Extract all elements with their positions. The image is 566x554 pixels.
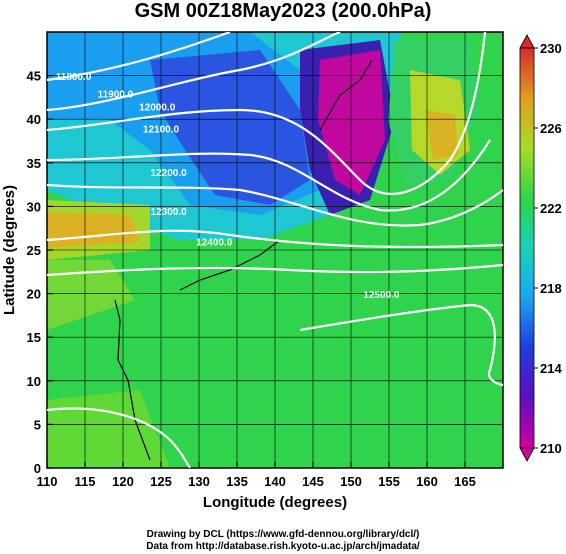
x-tick-label: 140 bbox=[264, 474, 286, 489]
x-tick-label: 110 bbox=[37, 474, 58, 489]
colorbar-max-arrow bbox=[519, 34, 535, 49]
x-axis: 110 115 120 125 130 135 140 145 150 155 160 165 bbox=[37, 462, 476, 489]
contour-label: 12200.0 bbox=[151, 168, 188, 179]
colorbar-label: 214 bbox=[540, 361, 562, 376]
colorbar-label: 210 bbox=[540, 441, 562, 456]
y-tick-label: 15 bbox=[27, 330, 41, 345]
colorbar-label: 218 bbox=[540, 281, 562, 296]
colorbar: 230 226 222 218 214 210 bbox=[519, 34, 562, 462]
coastline bbox=[114, 59, 373, 461]
y-tick-label: 30 bbox=[27, 199, 41, 214]
y-tick-label: 10 bbox=[27, 374, 41, 389]
contour-labels: 11800.0 11900.0 12000.0 12100.0 12200.0 12300… bbox=[56, 72, 400, 301]
x-axis-title: Longitude (degrees) bbox=[203, 494, 347, 511]
y-tick-label: 40 bbox=[27, 112, 41, 127]
contour-label: 12100.0 bbox=[143, 124, 180, 135]
colorbar-min-arrow bbox=[519, 447, 535, 462]
colorbar-scale bbox=[519, 47, 535, 449]
y-tick-label: 5 bbox=[34, 417, 41, 432]
credit-drawing: Drawing by DCL (https://www.gfd-dennou.o… bbox=[146, 529, 420, 540]
y-tick-label: 45 bbox=[27, 69, 41, 84]
contour-label: 12300.0 bbox=[151, 207, 188, 218]
x-tick-label: 135 bbox=[226, 474, 248, 489]
x-tick-label: 120 bbox=[112, 474, 134, 489]
height-contours bbox=[47, 32, 503, 468]
x-tick-label: 150 bbox=[340, 474, 362, 489]
y-tick-label: 0 bbox=[34, 461, 41, 476]
y-axis-title: Latitude (degrees) bbox=[1, 185, 18, 315]
colorbar-label: 226 bbox=[540, 121, 562, 136]
contour-label: 12400.0 bbox=[196, 238, 233, 249]
contour-label: 11900.0 bbox=[98, 89, 134, 100]
x-tick-label: 155 bbox=[378, 474, 400, 489]
map-title: GSM 00Z18May2023 (200.0hPa) bbox=[134, 0, 432, 22]
y-tick-label: 20 bbox=[27, 287, 41, 302]
x-tick-label: 115 bbox=[75, 474, 96, 489]
y-tick-label: 35 bbox=[27, 156, 41, 171]
x-tick-label: 130 bbox=[188, 474, 210, 489]
x-tick-label: 160 bbox=[416, 474, 438, 489]
contour-label: 12000.0 bbox=[139, 102, 176, 113]
x-tick-label: 145 bbox=[302, 474, 324, 489]
y-tick-label: 25 bbox=[27, 243, 41, 258]
colorbar-label: 230 bbox=[540, 41, 562, 56]
contour-label: 11800.0 bbox=[56, 72, 92, 83]
x-tick-label: 125 bbox=[150, 474, 172, 489]
x-tick-label: 165 bbox=[454, 474, 476, 489]
colorbar-label: 222 bbox=[540, 201, 562, 216]
map-grid bbox=[47, 32, 503, 468]
contour-label: 12500.0 bbox=[363, 290, 400, 301]
y-axis: 0 5 10 15 20 25 30 35 40 45 bbox=[27, 69, 53, 476]
credit-data: Data from http://database.rish.kyoto-u.a… bbox=[146, 541, 420, 552]
